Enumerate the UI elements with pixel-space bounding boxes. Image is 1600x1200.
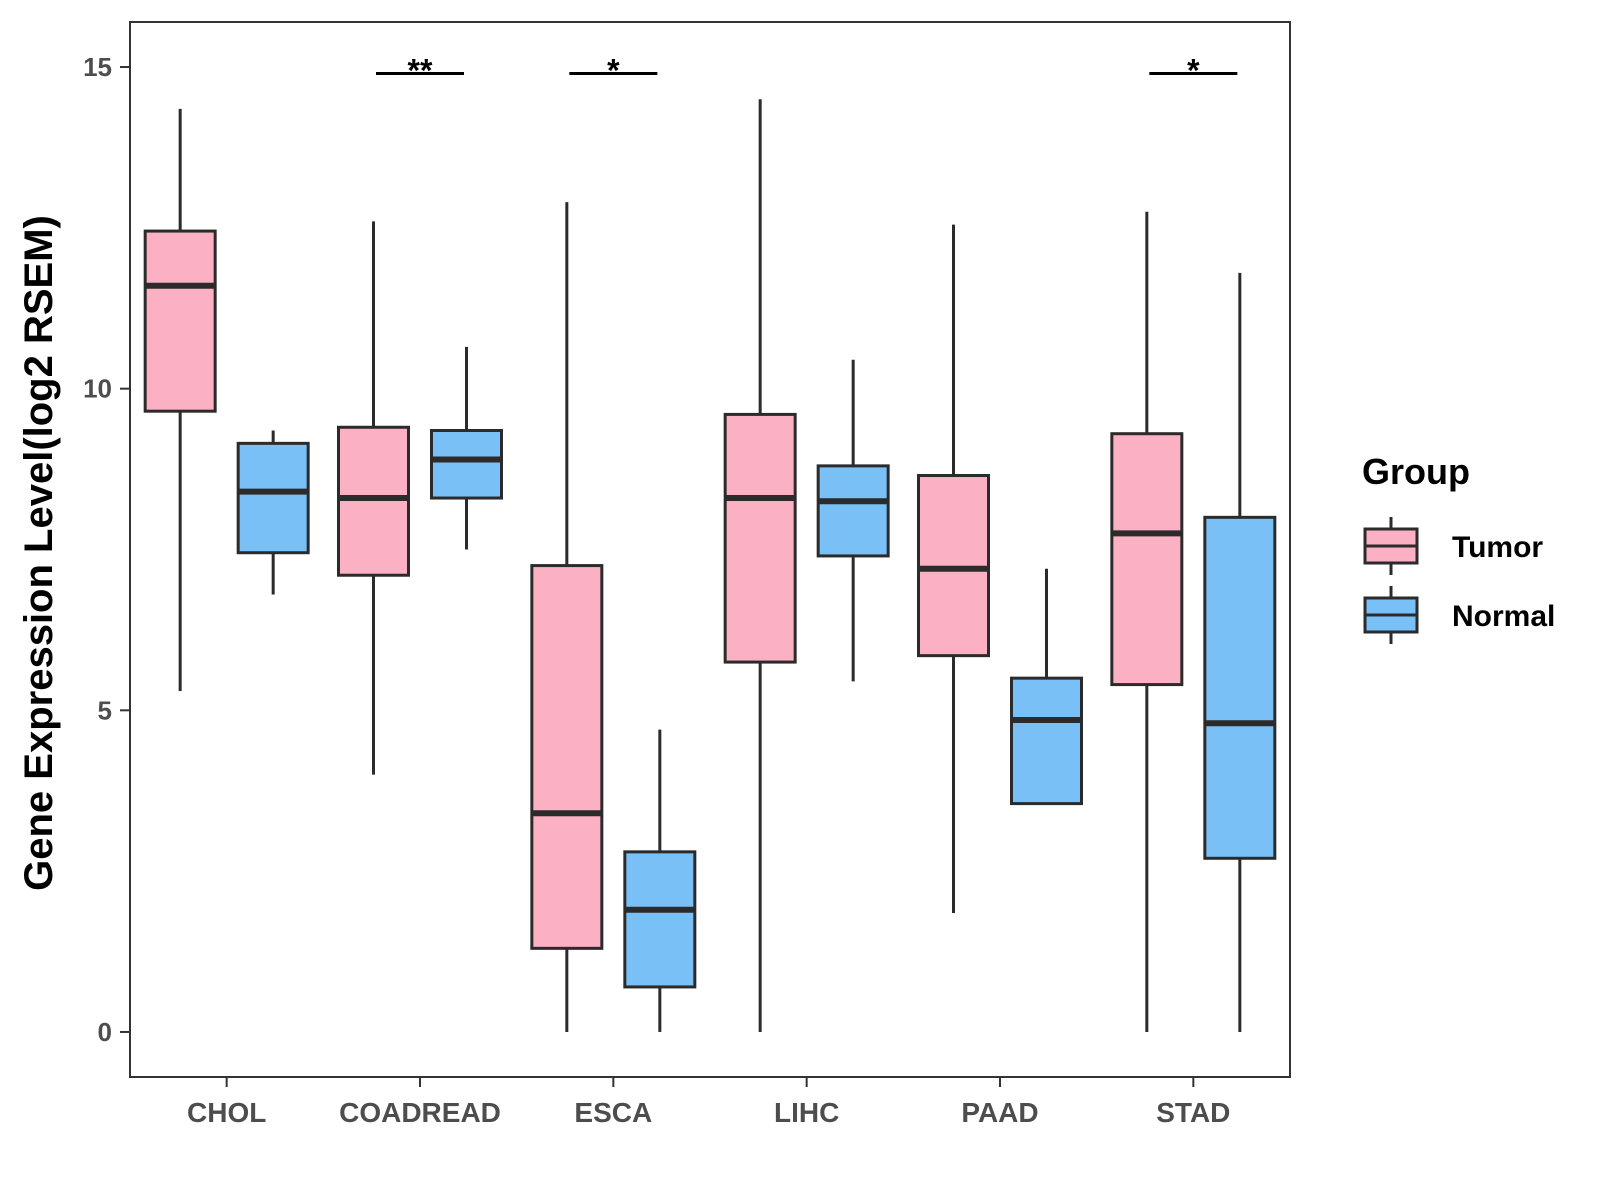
box-chol-normal <box>236 430 310 595</box>
box-iqr <box>816 464 890 558</box>
x-tick-label-paad: PAAD <box>961 1097 1038 1128</box>
box-iqr <box>236 441 310 555</box>
box-esca-tumor <box>530 202 604 1032</box>
box-stad-normal <box>1203 272 1277 1032</box>
plot-panel-border <box>129 21 1291 1078</box>
y-tick-label: 10 <box>83 374 112 404</box>
box-iqr <box>1203 515 1277 860</box>
box-iqr <box>143 229 217 413</box>
box-paad-normal <box>1010 568 1083 806</box>
box-iqr <box>623 850 697 989</box>
y-axis-title: Gene Expression Level(log2 RSEM) <box>17 215 61 891</box>
box-iqr <box>723 412 797 664</box>
box-stad-tumor <box>1110 211 1184 1032</box>
legend: Group Tumor Normal <box>1362 451 1555 644</box>
box-iqr <box>530 564 604 950</box>
x-tick-label-lihc: LIHC <box>774 1097 839 1128</box>
x-tick-label-stad: STAD <box>1156 1097 1230 1128</box>
significance-label: * <box>607 52 620 88</box>
box-esca-normal <box>623 729 697 1032</box>
legend-key-normal: Normal <box>1363 586 1555 644</box>
box-paad-tumor <box>917 224 990 913</box>
box-chol-tumor <box>143 108 217 692</box>
y-tick-label: 15 <box>83 52 112 82</box>
significance-stad: * <box>1149 52 1238 88</box>
x-axis: CHOL COADREAD ESCA LIHC PAAD STAD <box>187 1077 1230 1128</box>
legend-label-normal: Normal <box>1452 600 1555 633</box>
significance-label: * <box>1187 52 1200 88</box>
box-coadread-tumor <box>337 221 410 775</box>
y-tick-label: 5 <box>98 695 112 725</box>
x-tick-label-coadread: COADREAD <box>339 1097 501 1128</box>
legend-label-tumor: Tumor <box>1452 531 1543 564</box>
y-tick-label: 0 <box>98 1017 112 1047</box>
box-lihc-tumor <box>723 99 797 1032</box>
legend-keys: Tumor Normal <box>1363 517 1555 644</box>
box-iqr <box>917 474 990 658</box>
box-iqr <box>1110 432 1184 687</box>
significance-coadread: ** <box>376 52 464 88</box>
boxes-layer <box>143 99 1277 1032</box>
x-tick-label-chol: CHOL <box>187 1097 266 1128</box>
box-iqr <box>430 428 503 500</box>
significance-layer: ** * * <box>376 52 1238 88</box>
box-iqr <box>337 425 410 577</box>
legend-title: Group <box>1362 451 1470 492</box>
box-iqr <box>1010 676 1083 806</box>
significance-label: ** <box>408 52 433 88</box>
x-tick-label-esca: ESCA <box>574 1097 652 1128</box>
y-axis: 0 5 10 15 <box>83 52 130 1047</box>
significance-esca: * <box>569 52 658 88</box>
legend-key-tumor: Tumor <box>1363 517 1543 575</box>
box-coadread-normal <box>430 346 503 550</box>
box-lihc-normal <box>816 359 890 682</box>
